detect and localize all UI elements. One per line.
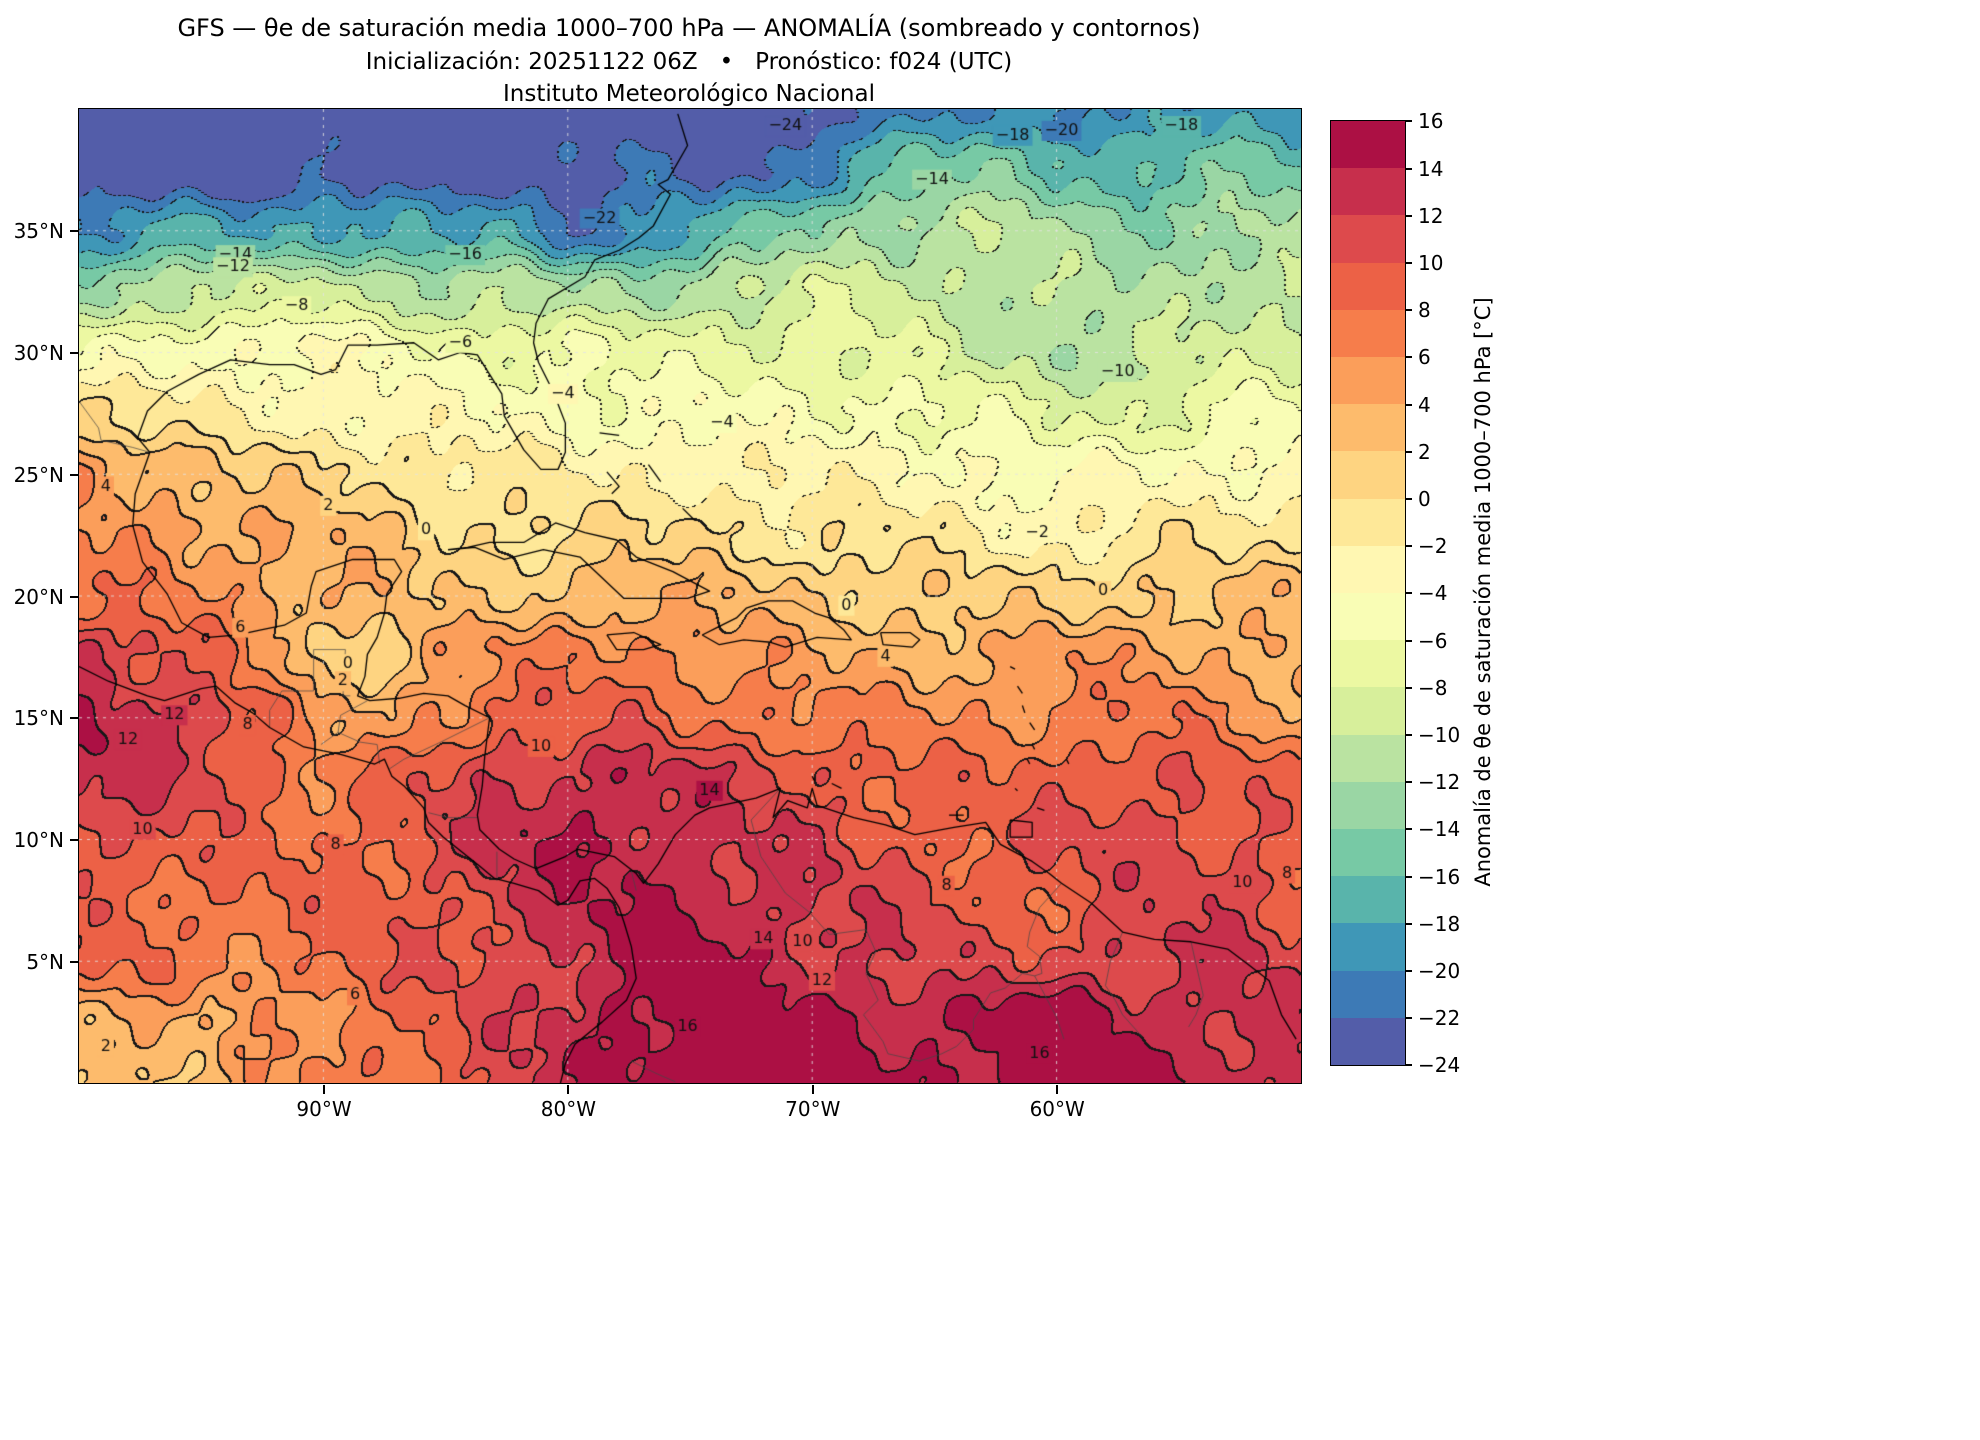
- colorbar-segment: [1331, 168, 1405, 216]
- colorbar-tick-label: −16: [1418, 864, 1461, 889]
- colorbar-segment: [1331, 451, 1405, 499]
- y-axis-tick-mark: [69, 960, 79, 963]
- y-axis-tick-label: 35°N: [13, 219, 64, 244]
- colorbar-tick-mark: [1405, 875, 1413, 878]
- y-axis-tick-label: 20°N: [13, 584, 64, 609]
- map-plot-area: [78, 108, 1302, 1084]
- colorbar-segment: [1331, 734, 1405, 782]
- colorbar-segment: [1331, 876, 1405, 924]
- colorbar-segment: [1331, 357, 1405, 405]
- chart-subtitle-init-forecast: Inicialización: 20251122 06Z • Pronóstic…: [365, 49, 1013, 75]
- y-axis-tick-mark: [69, 230, 79, 233]
- colorbar-segment: [1331, 829, 1405, 877]
- x-axis-tick-label: 70°W: [785, 1096, 841, 1121]
- colorbar-segment: [1331, 970, 1405, 1018]
- colorbar-segment: [1331, 687, 1405, 735]
- colorbar-tick-label: −4: [1418, 581, 1448, 606]
- y-axis-tick-mark: [69, 352, 79, 355]
- colorbar-segment: [1331, 121, 1405, 169]
- colorbar-tick-mark: [1405, 120, 1413, 123]
- y-axis-tick-mark: [69, 595, 79, 598]
- colorbar-tick-mark: [1405, 450, 1413, 453]
- colorbar-segment: [1331, 923, 1405, 971]
- colorbar-tick-mark: [1405, 1017, 1413, 1020]
- colorbar-tick-label: −2: [1418, 534, 1448, 559]
- colorbar-tick-mark: [1405, 167, 1413, 170]
- colorbar-tick-label: −8: [1418, 675, 1448, 700]
- colorbar-tick-label: −12: [1418, 770, 1461, 795]
- colorbar-tick-label: 14: [1418, 156, 1444, 181]
- colorbar-tick-label: −20: [1418, 959, 1461, 983]
- colorbar-tick-label: 12: [1418, 203, 1444, 228]
- colorbar-tick-label: 16: [1418, 109, 1444, 134]
- colorbar-tick-label: −14: [1418, 817, 1461, 842]
- colorbar-tick-mark: [1405, 1064, 1413, 1067]
- chart-subtitle-institution: Instituto Meteorológico Nacional: [503, 81, 875, 107]
- colorbar-tick-mark: [1405, 356, 1413, 359]
- colorbar-tick-label: −6: [1418, 628, 1448, 653]
- colorbar-tick-mark: [1405, 262, 1413, 264]
- colorbar-tick-label: −22: [1418, 1006, 1461, 1031]
- y-axis-tick-mark: [69, 717, 79, 720]
- colorbar-tick-label: 10: [1418, 251, 1444, 275]
- colorbar-tick-mark: [1405, 734, 1413, 736]
- y-axis-tick-label: 30°N: [13, 341, 64, 366]
- colorbar-tick-mark: [1405, 214, 1413, 217]
- colorbar-segment: [1331, 404, 1405, 452]
- colorbar-segment: [1331, 593, 1405, 641]
- colorbar-tick-mark: [1405, 498, 1413, 500]
- colorbar-tick-label: −18: [1418, 911, 1461, 936]
- colorbar-tick-label: −24: [1418, 1053, 1461, 1078]
- colorbar-tick-mark: [1405, 970, 1413, 972]
- x-axis-tick-mark: [323, 1084, 325, 1094]
- y-axis-tick-label: 15°N: [13, 706, 64, 731]
- colorbar-segment: [1331, 215, 1405, 263]
- colorbar-segment: [1331, 781, 1405, 830]
- colorbar-tick-label: 8: [1418, 298, 1431, 323]
- colorbar-tick-label: 2: [1418, 439, 1431, 464]
- anomaly-map-canvas: [79, 109, 1301, 1083]
- colorbar-tick-mark: [1405, 828, 1413, 831]
- x-axis-tick-mark: [567, 1084, 570, 1094]
- colorbar-segment: [1331, 262, 1405, 310]
- colorbar-tick-mark: [1405, 545, 1413, 548]
- chart-title: GFS — θe de saturación media 1000–700 hP…: [177, 14, 1201, 42]
- y-axis-tick-label: 10°N: [13, 828, 64, 853]
- colorbar-axis-label: Anomalía de θe de saturación media 1000–…: [1471, 297, 1495, 887]
- x-axis-tick-label: 90°W: [296, 1096, 352, 1121]
- colorbar-tick-label: −10: [1418, 723, 1461, 747]
- colorbar-segment: [1331, 545, 1405, 594]
- y-axis-tick-mark: [69, 473, 79, 476]
- y-axis-tick-label: 25°N: [13, 462, 64, 487]
- colorbar-tick-mark: [1405, 639, 1413, 642]
- colorbar-segment: [1331, 309, 1405, 358]
- y-axis-tick-mark: [69, 839, 79, 842]
- colorbar-tick-label: 4: [1418, 392, 1431, 417]
- colorbar-tick-mark: [1405, 403, 1413, 406]
- colorbar-segment: [1331, 498, 1405, 546]
- x-axis-tick-label: 60°W: [1029, 1096, 1085, 1121]
- colorbar-tick-label: 6: [1418, 345, 1431, 370]
- colorbar-tick-mark: [1405, 309, 1413, 312]
- y-axis-tick-label: 5°N: [26, 949, 64, 974]
- colorbar-tick-mark: [1405, 922, 1413, 925]
- x-axis-tick-mark: [811, 1084, 814, 1094]
- colorbar: [1330, 120, 1406, 1066]
- colorbar-segment: [1331, 640, 1405, 688]
- colorbar-tick-mark: [1405, 686, 1413, 689]
- colorbar-segment: [1331, 1017, 1405, 1066]
- colorbar-tick-mark: [1405, 781, 1413, 784]
- x-axis-tick-mark: [1056, 1084, 1059, 1094]
- colorbar-tick-label: 0: [1418, 487, 1431, 511]
- colorbar-tick-mark: [1405, 592, 1413, 595]
- x-axis-tick-label: 80°W: [540, 1096, 597, 1121]
